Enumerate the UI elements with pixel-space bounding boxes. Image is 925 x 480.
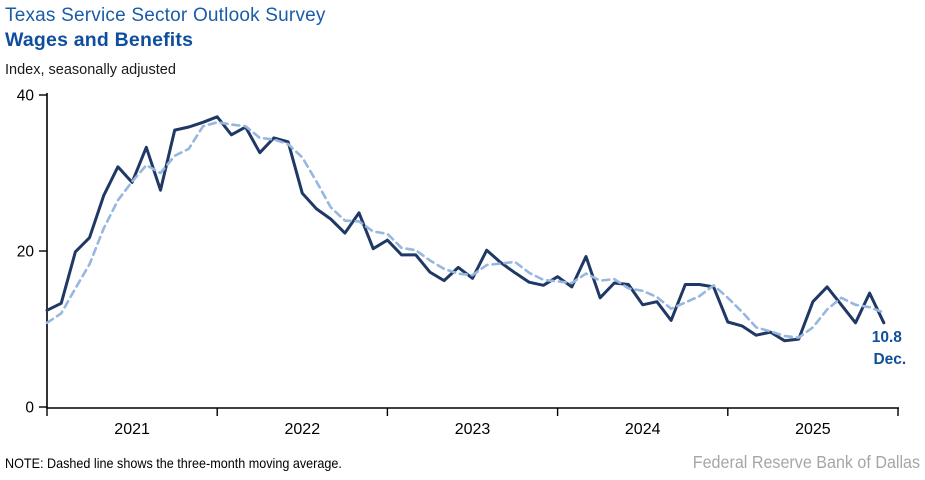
last-period-label: Dec. — [873, 351, 906, 368]
y-tick-label: 20 — [17, 244, 35, 261]
y-tick-label: 0 — [25, 400, 34, 417]
last-value-label: 10.8 — [872, 329, 903, 346]
x-year-label: 2021 — [114, 421, 150, 438]
y-tick-label: 40 — [17, 88, 35, 105]
x-year-label: 2025 — [795, 421, 831, 438]
x-year-label: 2024 — [625, 421, 661, 438]
x-year-label: 2022 — [285, 421, 321, 438]
axis-units-label: Index, seasonally adjusted — [5, 62, 176, 78]
footnote: NOTE: Dashed line shows the three-month … — [5, 455, 342, 471]
x-year-label: 2023 — [455, 421, 491, 438]
survey-title: Texas Service Sector Outlook Survey — [5, 5, 326, 26]
moving-average-line — [45, 121, 886, 339]
source-attribution: Federal Reserve Bank of Dallas — [692, 452, 920, 472]
line-chart: 0 20 40 2021 2022 2023 2024 2025 10.8 Dec. — [17, 88, 906, 439]
wages-benefits-line — [45, 115, 886, 343]
chart-title: Wages and Benefits — [5, 29, 194, 51]
